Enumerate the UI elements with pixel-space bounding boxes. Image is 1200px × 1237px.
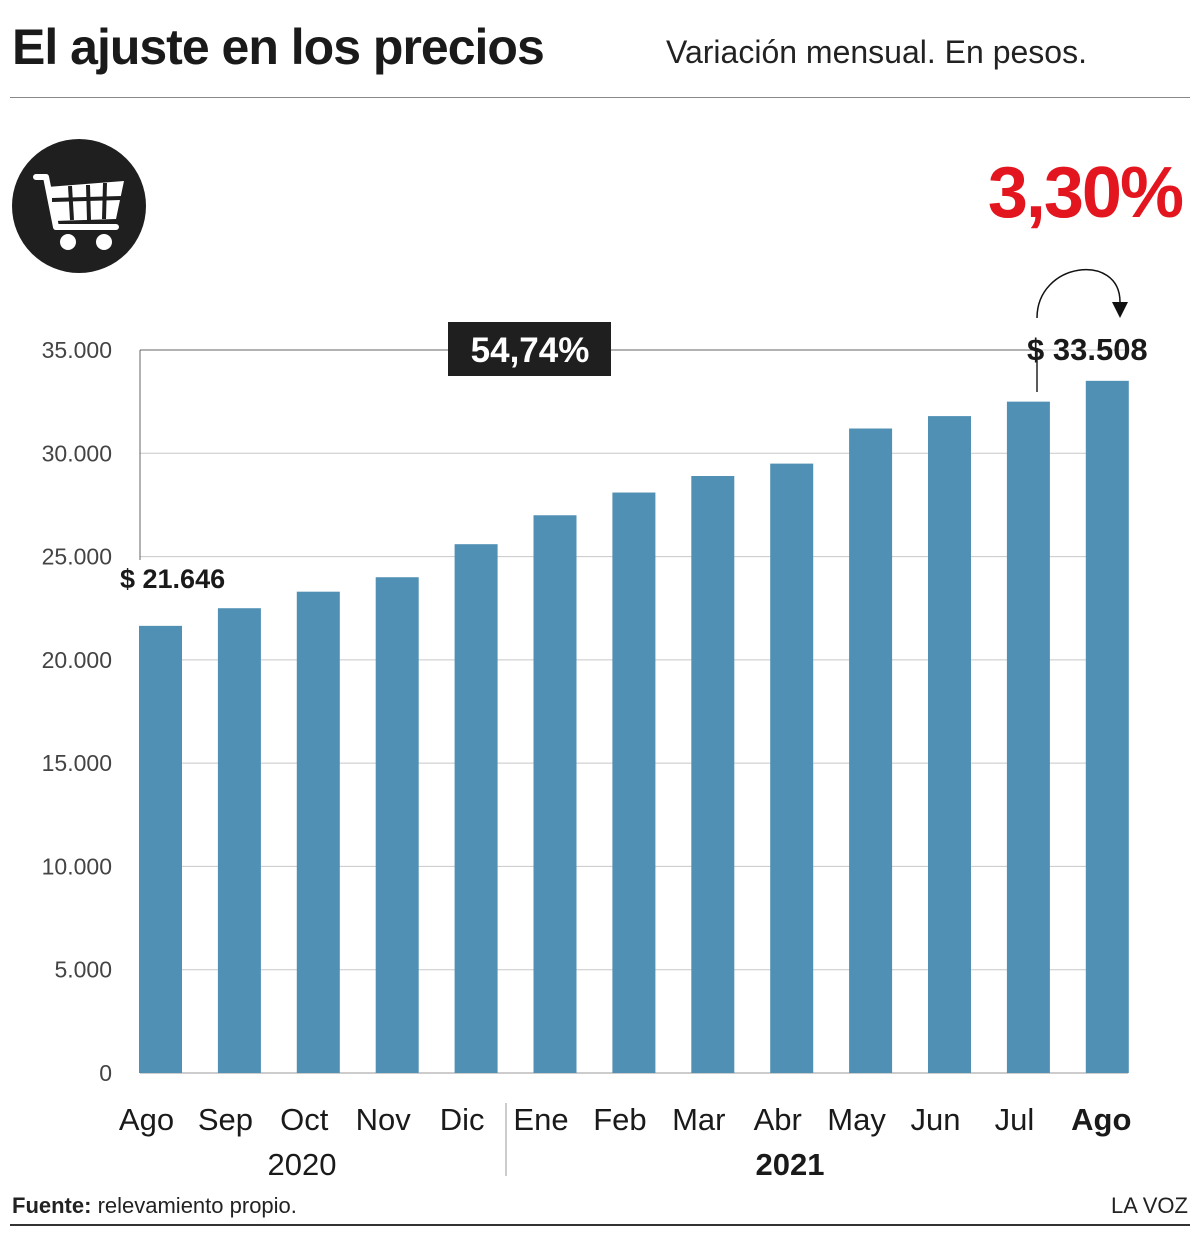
- source-text: relevamiento propio.: [91, 1193, 297, 1218]
- x-tick-label: May: [827, 1102, 886, 1137]
- x-tick-label: Abr: [754, 1102, 802, 1137]
- chart-subtitle: Variación mensual. En pesos.: [666, 34, 1087, 70]
- source-label: Fuente:: [12, 1193, 92, 1218]
- bar: [691, 476, 735, 1074]
- bar: [849, 428, 893, 1073]
- x-tick-label: Nov: [356, 1102, 412, 1137]
- bar: [1085, 380, 1129, 1074]
- last-value-label: $ 33.508: [1027, 332, 1148, 367]
- chart-title: El ajuste en los precios: [12, 19, 545, 75]
- footer-divider: [10, 1224, 1190, 1226]
- range-badge-box: [448, 322, 611, 376]
- curved-arrow-icon: [1036, 268, 1121, 319]
- bar: [1006, 401, 1050, 1074]
- x-tick-label: Feb: [593, 1102, 646, 1137]
- y-tick-label: 35.000: [42, 337, 112, 363]
- y-tick-label: 0: [99, 1060, 112, 1086]
- x-tick-label: Sep: [198, 1102, 253, 1137]
- bar: [217, 608, 261, 1073]
- bar: [612, 492, 656, 1073]
- x-tick-label: Jun: [911, 1102, 961, 1137]
- y-tick-label: 20.000: [42, 647, 112, 673]
- year-label-2021: 2021: [756, 1147, 825, 1182]
- bar: [454, 544, 498, 1073]
- x-tick-label: Jul: [995, 1102, 1035, 1137]
- x-tick-label: Ago: [119, 1102, 174, 1137]
- header-divider: [10, 97, 1190, 98]
- monthly-variation-value: 3,30%: [987, 153, 1184, 233]
- bar-chart: 0 5.000 10.000 15.000 20.000 25.000 30.000 35.0…: [42, 268, 1148, 1182]
- y-tick-label: 30.000: [42, 440, 112, 466]
- x-tick-label: Mar: [672, 1102, 725, 1137]
- range-badge-label: 54,74%: [471, 331, 590, 370]
- bar: [770, 463, 814, 1074]
- x-tick-label: Dic: [440, 1102, 485, 1137]
- x-tick-label: Ago: [1071, 1102, 1131, 1137]
- x-tick-label: Oct: [280, 1102, 329, 1137]
- bar: [928, 416, 971, 1073]
- y-tick-label: 25.000: [42, 544, 112, 570]
- first-value-label: $ 21.646: [120, 564, 225, 594]
- x-tick-label: Ene: [513, 1102, 568, 1137]
- y-tick-label: 15.000: [42, 750, 112, 776]
- year-label-2020: 2020: [268, 1147, 337, 1182]
- y-tick-label: 5.000: [54, 957, 112, 983]
- brand-logo: LA VOZ: [1110, 1193, 1188, 1218]
- source-note: Fuente: relevamiento propio.: [12, 1193, 297, 1219]
- bar: [533, 515, 577, 1073]
- y-tick-label: 10.000: [42, 853, 112, 879]
- arrow-head-icon: [1112, 302, 1128, 318]
- bar: [375, 577, 419, 1073]
- bar: [139, 625, 182, 1073]
- bar: [296, 591, 340, 1073]
- shopping-cart-icon: [12, 139, 146, 273]
